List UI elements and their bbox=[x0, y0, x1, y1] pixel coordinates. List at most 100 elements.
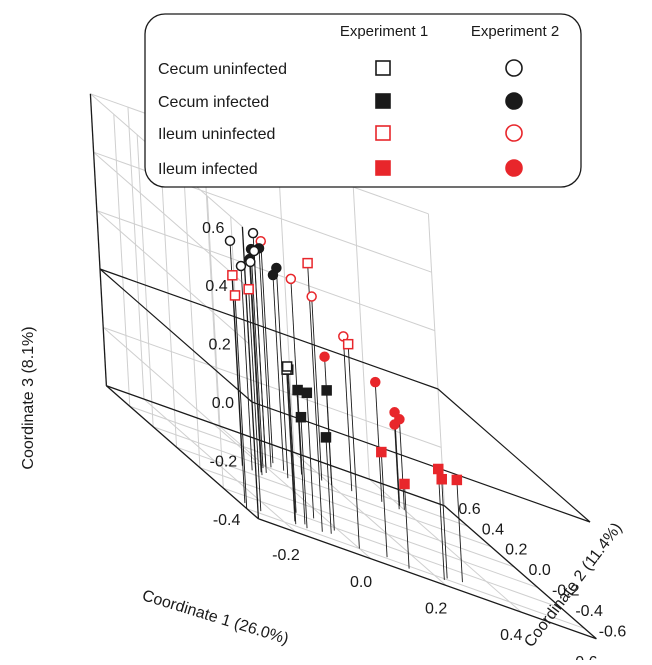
zero-plane-edge bbox=[99, 268, 253, 403]
point-stem bbox=[311, 296, 323, 481]
y-tick-label: 0.2 bbox=[505, 542, 527, 559]
data-point-square bbox=[376, 446, 387, 458]
point-stems bbox=[229, 233, 463, 583]
point-stem bbox=[240, 265, 253, 471]
data-point-circle bbox=[247, 227, 259, 239]
wall-gridline bbox=[352, 187, 370, 480]
point-stem bbox=[287, 369, 297, 513]
point-stem bbox=[325, 437, 332, 534]
frame-edge bbox=[106, 385, 445, 507]
floor-gridline bbox=[129, 405, 468, 527]
chart-frame bbox=[89, 93, 597, 640]
data-point-circle bbox=[248, 245, 260, 257]
y-axis-line bbox=[443, 505, 597, 640]
point-stem bbox=[456, 479, 463, 583]
data-point-circle bbox=[285, 273, 297, 285]
point-stem bbox=[437, 468, 445, 580]
data-point-square bbox=[433, 463, 444, 475]
data-point-circle bbox=[245, 256, 256, 268]
floor-gridline bbox=[143, 398, 297, 533]
point-stem bbox=[306, 392, 315, 519]
point-stem bbox=[441, 479, 448, 579]
data-point-circle bbox=[235, 260, 247, 272]
z-axis-line bbox=[241, 226, 260, 519]
data-point-square bbox=[301, 387, 313, 399]
floor-gridline bbox=[176, 446, 515, 568]
tick-labels: -0.4-0.20.00.20.40.6-0.20.00.20.40.6-0.6… bbox=[202, 220, 627, 665]
point-stem bbox=[253, 251, 267, 473]
legend-marker-ileum-uninfected-exp1 bbox=[375, 125, 391, 141]
data-point-square bbox=[227, 270, 238, 281]
wall-gridline bbox=[93, 151, 246, 286]
point-stem bbox=[374, 382, 383, 502]
wall-gridline bbox=[96, 210, 435, 332]
wall-gridline bbox=[96, 210, 250, 344]
wall-gridline bbox=[102, 327, 256, 461]
floor-gridline bbox=[153, 426, 492, 548]
data-point-circle bbox=[271, 262, 282, 274]
point-stem bbox=[249, 261, 263, 476]
legend: Experiment 1 Experiment 2 Cecum uninfect… bbox=[144, 13, 582, 188]
point-stem bbox=[286, 366, 297, 525]
point-stem bbox=[326, 390, 335, 531]
wall-gridline bbox=[427, 213, 445, 506]
point-stem bbox=[394, 424, 400, 510]
x-axis-title: Coordinate 1 (26.0%) bbox=[140, 587, 290, 648]
legend-marker-ileum-infected-exp1 bbox=[375, 160, 391, 176]
data-point-circle bbox=[224, 235, 236, 247]
floor-gridline bbox=[223, 487, 562, 609]
data-points bbox=[224, 227, 463, 490]
x-tick-label: 0.4 bbox=[500, 627, 522, 644]
legend-header-exp1: Experiment 1 bbox=[340, 23, 428, 40]
x-tick-label: 0.6 bbox=[575, 654, 597, 660]
data-point-square bbox=[302, 257, 313, 269]
frame-edge bbox=[89, 93, 108, 386]
y-tick-label: -0.4 bbox=[575, 603, 603, 620]
x-axis-line bbox=[258, 518, 597, 640]
data-point-circle bbox=[306, 291, 317, 302]
point-stem bbox=[342, 336, 353, 492]
point-stem bbox=[347, 344, 360, 549]
data-point-circle bbox=[389, 407, 400, 418]
z-axis-title: Coordinate 3 (8.1%) bbox=[20, 326, 37, 469]
point-stem bbox=[248, 259, 262, 473]
point-stem bbox=[404, 483, 410, 569]
point-stem bbox=[380, 452, 388, 558]
wall-gridline bbox=[160, 155, 178, 448]
data-point-square bbox=[243, 283, 254, 295]
legend-marker-cecum-uninfected-exp2 bbox=[505, 59, 523, 77]
y-tick-label: 0.4 bbox=[482, 521, 504, 538]
data-point-circle bbox=[319, 351, 330, 362]
y-tick-label: 0.6 bbox=[458, 501, 480, 518]
data-point-square bbox=[320, 432, 332, 443]
legend-marker-ileum-infected-exp2 bbox=[505, 159, 523, 177]
y-tick-label: -0.6 bbox=[599, 624, 627, 641]
frame-edge bbox=[105, 385, 259, 520]
data-point-circle bbox=[394, 414, 405, 425]
point-stem bbox=[290, 278, 302, 475]
point-stem bbox=[398, 419, 405, 510]
data-point-square bbox=[321, 385, 332, 396]
data-point-square bbox=[436, 473, 447, 485]
z-tick-label: -0.4 bbox=[213, 512, 241, 529]
point-stem bbox=[234, 295, 248, 509]
data-point-square bbox=[229, 290, 241, 301]
zero-plane-edge bbox=[99, 268, 439, 390]
floor-gridline bbox=[246, 508, 585, 630]
data-point-circle bbox=[370, 376, 381, 388]
x-tick-label: 0.2 bbox=[425, 600, 447, 617]
legend-label-cecum-infected: Cecum infected bbox=[158, 94, 269, 111]
point-stem bbox=[272, 274, 285, 471]
point-stem bbox=[307, 263, 323, 532]
point-stem bbox=[231, 275, 246, 504]
y-tick-label: -0.2 bbox=[552, 583, 580, 600]
point-stem bbox=[297, 390, 306, 525]
data-point-square bbox=[399, 478, 410, 490]
data-point-square bbox=[342, 338, 354, 350]
point-stem bbox=[258, 248, 272, 468]
point-stem bbox=[248, 289, 262, 512]
legend-header-exp2: Experiment 2 bbox=[471, 23, 559, 40]
z-tick-label: 0.0 bbox=[212, 395, 234, 412]
